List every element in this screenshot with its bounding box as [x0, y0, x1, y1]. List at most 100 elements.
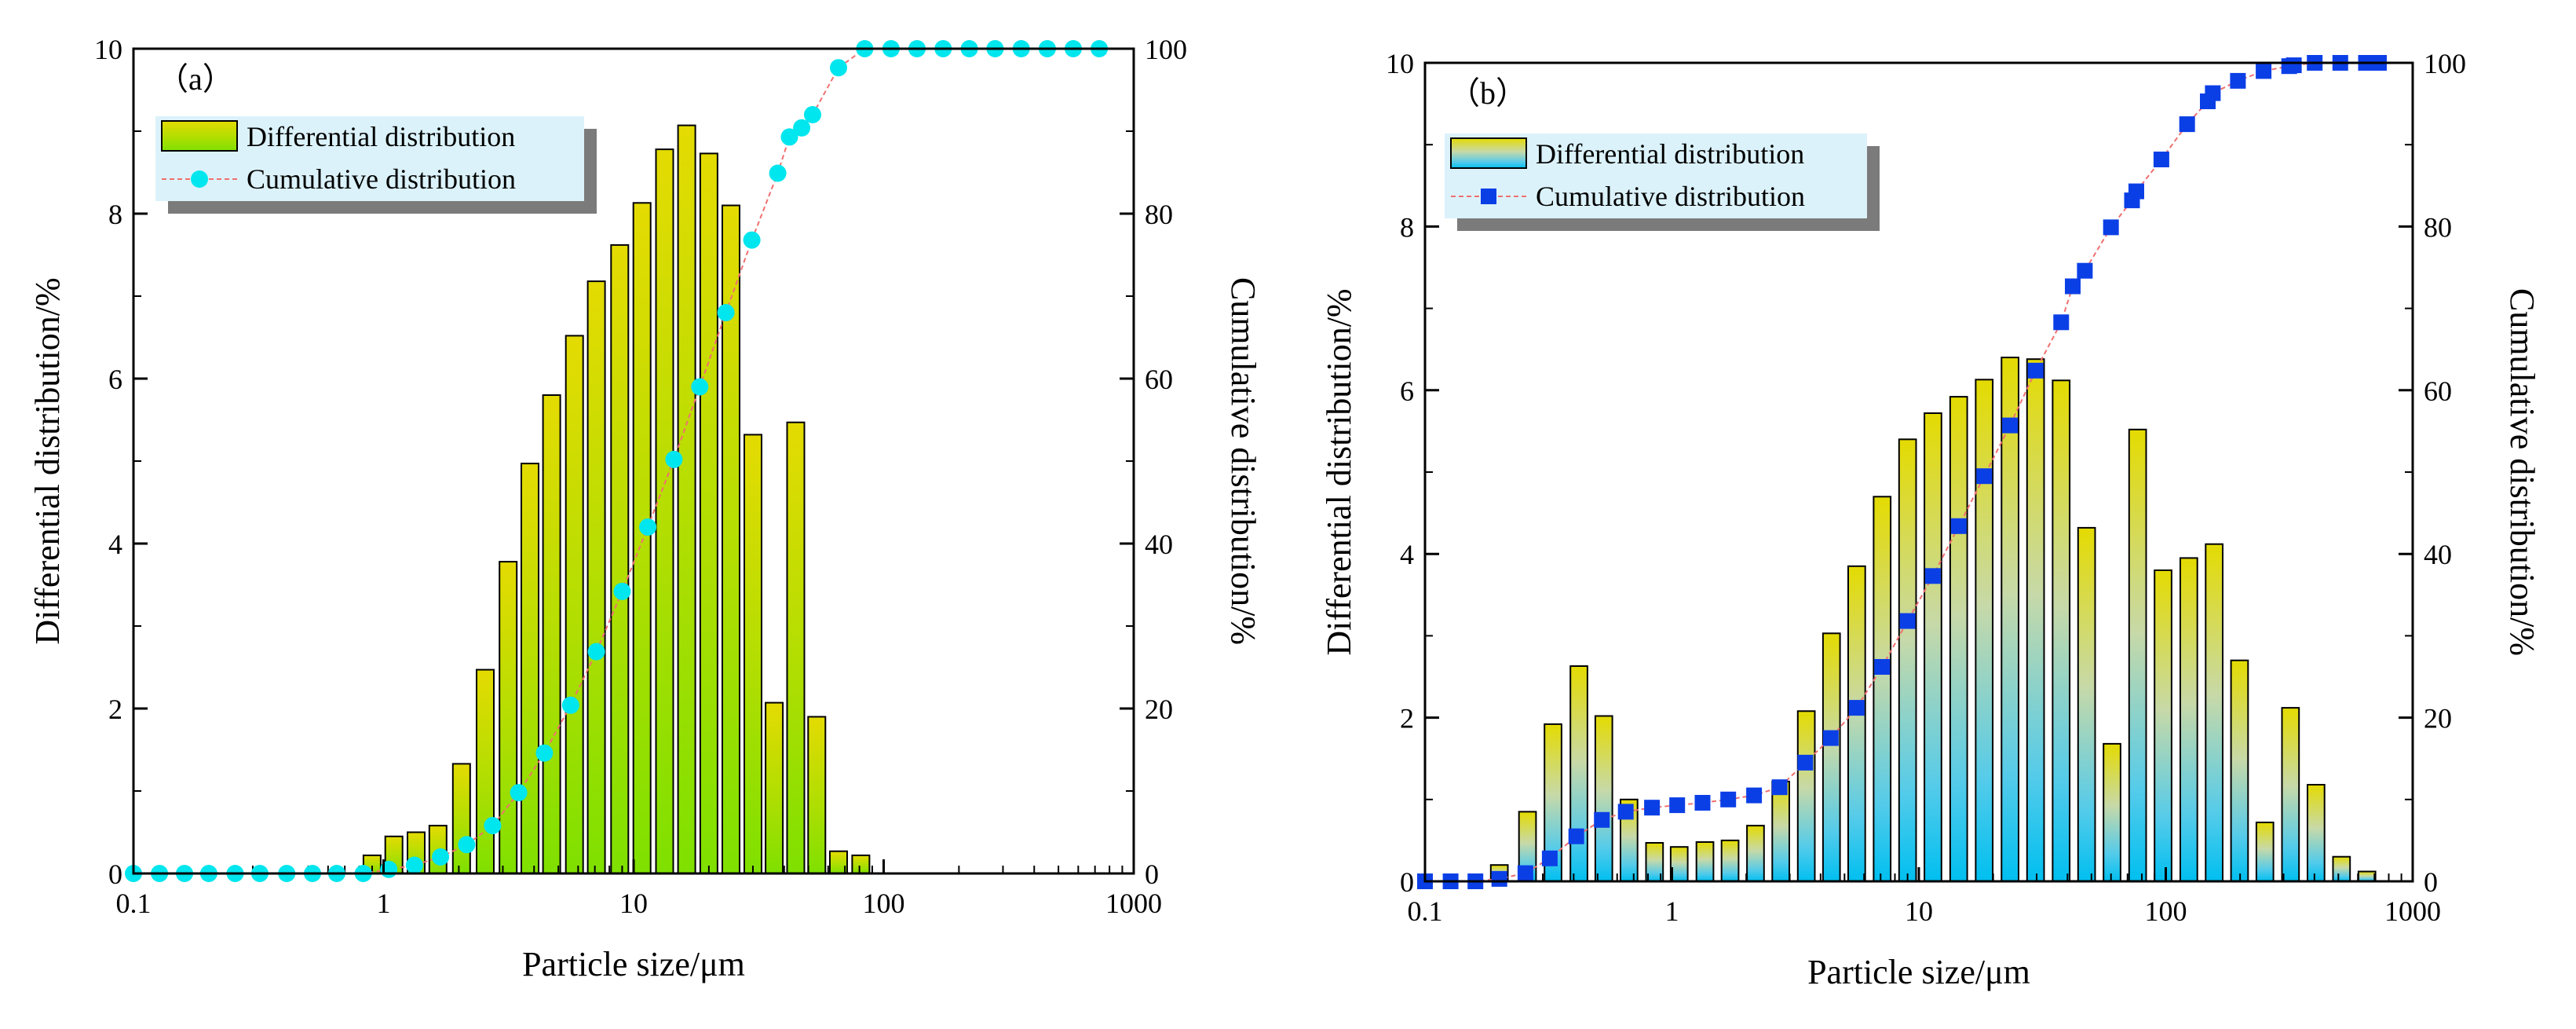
y2-tick-label: 0 [1145, 859, 1159, 890]
bar [2307, 784, 2326, 882]
bar [1771, 780, 1791, 883]
bar [2077, 526, 2096, 883]
cumulative-point [1874, 659, 1891, 675]
cumulative-point [1899, 613, 1916, 629]
bar [565, 335, 584, 874]
bar [2026, 358, 2045, 882]
cumulative-point [1669, 797, 1686, 814]
y2-tick-label: 60 [1145, 364, 1173, 395]
cumulative-point [432, 848, 450, 866]
legend-a: Differential distribution Cumulative dis… [155, 116, 597, 214]
cumulative-point [2230, 72, 2246, 89]
legend-b: Differential distribution Cumulative dis… [1445, 134, 1880, 231]
y-tick-label: 2 [108, 694, 122, 725]
axis-ticks-a [132, 47, 1135, 875]
cumulative-point [1822, 730, 1839, 746]
cumulative-point [510, 784, 528, 802]
bar [2128, 428, 2147, 882]
cumulative-markers-b [1417, 55, 2387, 889]
cumulative-point [691, 378, 709, 396]
cumulative-point [2256, 63, 2272, 79]
legend-swatch-bar [161, 120, 238, 152]
cumulative-point [1720, 791, 1737, 807]
chart-panel-a: 0.1 1 10 100 1000 0 2 4 6 8 10 0 20 40 6… [28, 34, 1262, 983]
bar [1898, 438, 1917, 882]
cumulative-point [458, 836, 476, 854]
legend-marker-square [1481, 189, 1496, 204]
bar [786, 421, 806, 874]
cumulative-point [613, 582, 631, 600]
y-tick-label: 8 [108, 199, 122, 230]
x-axis-title: Particle size/μm [1807, 953, 2030, 991]
cumulative-point [665, 450, 683, 468]
y-tick-label: 6 [1400, 375, 1414, 407]
cumulative-point [1568, 828, 1584, 844]
bar [2180, 557, 2198, 883]
bar [499, 561, 518, 874]
cumulative-point [1644, 800, 1661, 816]
x-tick-labels-b: 0.1 1 10 100 1000 [1408, 895, 2442, 927]
cumulative-point [2179, 116, 2195, 133]
bar [655, 148, 674, 875]
bar [677, 124, 696, 875]
bar [1695, 841, 1715, 882]
cumulative-point [1594, 811, 1610, 828]
cumulative-point [1950, 518, 1967, 534]
legend-marker-circle [191, 170, 208, 188]
bar [542, 394, 561, 874]
x-tick-label: 1000 [1105, 888, 1162, 919]
y2-tick-label: 20 [1145, 694, 1173, 725]
legend-label-differential: Differential distribution [1536, 138, 1804, 170]
cumulative-point [769, 164, 787, 182]
differential-bars-b [1489, 357, 2377, 883]
y2-tick-label: 60 [2424, 375, 2452, 407]
bar [2281, 707, 2300, 882]
legend-label-cumulative: Cumulative distribution [247, 163, 516, 195]
y2-tick-label: 80 [2424, 211, 2452, 243]
cumulative-point [1746, 787, 1763, 804]
y2-tick-label: 0 [2424, 866, 2438, 898]
y-tick-label: 10 [1386, 48, 1414, 79]
cumulative-point [535, 744, 554, 762]
cumulative-point [639, 518, 657, 536]
cumulative-point [2053, 314, 2070, 331]
bar [2205, 543, 2224, 882]
bar [586, 280, 606, 875]
y-tick-label: 4 [108, 529, 122, 560]
y2-tick-labels-b: 0 20 40 60 80 100 [2424, 48, 2466, 898]
cumulative-point [1617, 804, 1634, 820]
cumulative-point [2153, 152, 2169, 167]
x-tick-label: 0.1 [116, 888, 152, 919]
cumulative-point [1771, 779, 1788, 796]
cumulative-point [2077, 262, 2093, 279]
x-tick-label: 0.1 [1408, 895, 1443, 927]
bar [1569, 665, 1588, 882]
bar [632, 202, 652, 874]
legend-label-differential: Differential distribution [247, 121, 515, 152]
y2-tick-label: 80 [1145, 199, 1173, 230]
y-tick-labels-a: 0 2 4 6 8 10 [94, 34, 122, 890]
bar [1975, 379, 1994, 882]
cumulative-point [717, 304, 735, 321]
x-tick-label: 10 [1905, 895, 1933, 927]
cumulative-point [2002, 417, 2019, 434]
bar [2103, 742, 2121, 883]
x-tick-label: 100 [863, 888, 905, 919]
x-tick-label: 10 [619, 888, 648, 919]
x-tick-labels-a: 0.1 1 10 100 1000 [116, 888, 1163, 919]
bar [476, 668, 495, 874]
y-axis-title: Differential distribution/% [1320, 288, 1358, 655]
axis-ticks-b [1423, 61, 2414, 883]
panel-label: （b） [1449, 75, 1527, 111]
y2-axis-title: Cumulative distribution/% [1224, 277, 1262, 645]
cumulative-point [1848, 700, 1865, 716]
cumulative-point [2103, 219, 2119, 236]
cumulative-point [2065, 278, 2081, 295]
cumulative-point [1694, 795, 1711, 811]
bar [1924, 412, 1942, 882]
panel-label: （a） [157, 61, 234, 97]
bar [851, 854, 871, 875]
bar [1594, 715, 1613, 882]
y2-tick-label: 100 [1145, 34, 1187, 65]
